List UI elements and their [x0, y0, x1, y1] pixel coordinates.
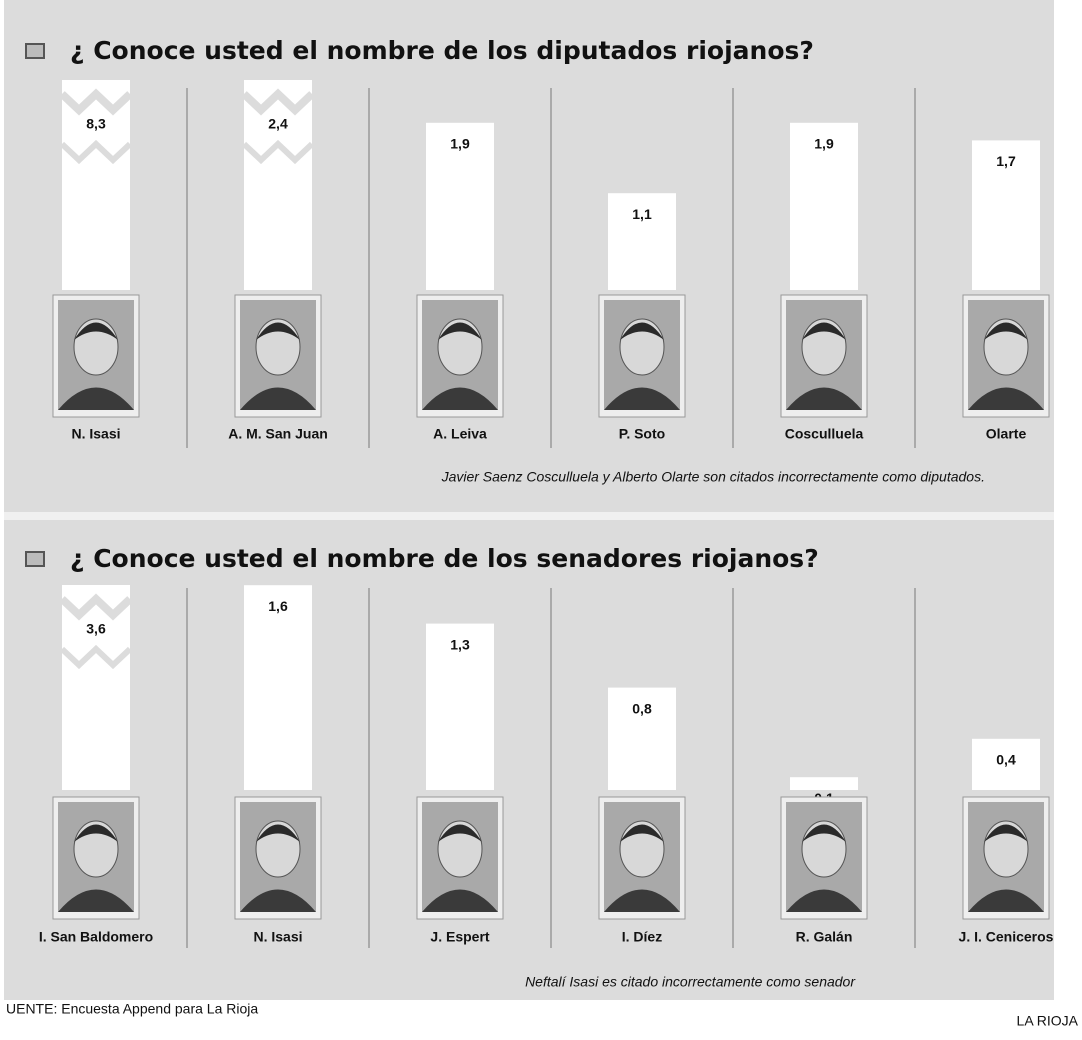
category-label: I. Díez: [622, 929, 662, 945]
category-label: A. M. San Juan: [228, 426, 328, 442]
bar: [244, 80, 312, 290]
category-label: I. San Baldomero: [39, 929, 153, 945]
source: UENTE: Encuesta Append para La Rioja: [6, 1001, 258, 1017]
separator: [4, 512, 1054, 520]
value-label: 3,6: [86, 621, 106, 637]
category-label: J. I. Ceniceros: [959, 929, 1054, 945]
infographic: UENTE: Encuesta Append para La Rioja LA …: [0, 0, 1082, 1040]
value-label: 2,4: [268, 116, 288, 132]
bar: [62, 585, 130, 790]
category-label: J. Espert: [430, 929, 489, 945]
note: Javier Saenz Cosculluela y Alberto Olart…: [441, 469, 985, 485]
credit: LA RIOJA: [1017, 1013, 1079, 1029]
category-label: A. Leiva: [433, 426, 487, 442]
title-icon: [26, 44, 44, 58]
bar: [790, 777, 858, 790]
category-label: N. Isasi: [253, 929, 302, 945]
chart-title: ¿ Conoce usted el nombre de los senadore…: [70, 544, 819, 573]
bar: [244, 585, 312, 790]
panel-background: [4, 0, 1054, 1000]
page: UENTE: Encuesta Append para La Rioja LA …: [0, 0, 1082, 1040]
category-label: Olarte: [986, 426, 1027, 442]
note: Neftalí Isasi es citado incorrectamente …: [525, 974, 856, 990]
chart-title: ¿ Conoce usted el nombre de los diputado…: [70, 36, 814, 65]
value-label: 0,8: [632, 700, 652, 716]
value-label: 1,3: [450, 636, 470, 652]
category-label: Cosculluela: [785, 426, 864, 442]
category-label: P. Soto: [619, 426, 665, 442]
category-label: N. Isasi: [71, 426, 120, 442]
title-icon: [26, 552, 44, 566]
value-label: 1,9: [450, 136, 470, 152]
value-label: 0,4: [996, 752, 1016, 768]
value-label: 1,1: [632, 206, 652, 222]
value-label: 8,3: [86, 116, 106, 132]
bar: [62, 80, 130, 290]
category-label: R. Galán: [796, 929, 853, 945]
value-label: 1,7: [996, 153, 1016, 169]
value-label: 1,9: [814, 136, 834, 152]
value-label: 1,6: [268, 598, 288, 614]
